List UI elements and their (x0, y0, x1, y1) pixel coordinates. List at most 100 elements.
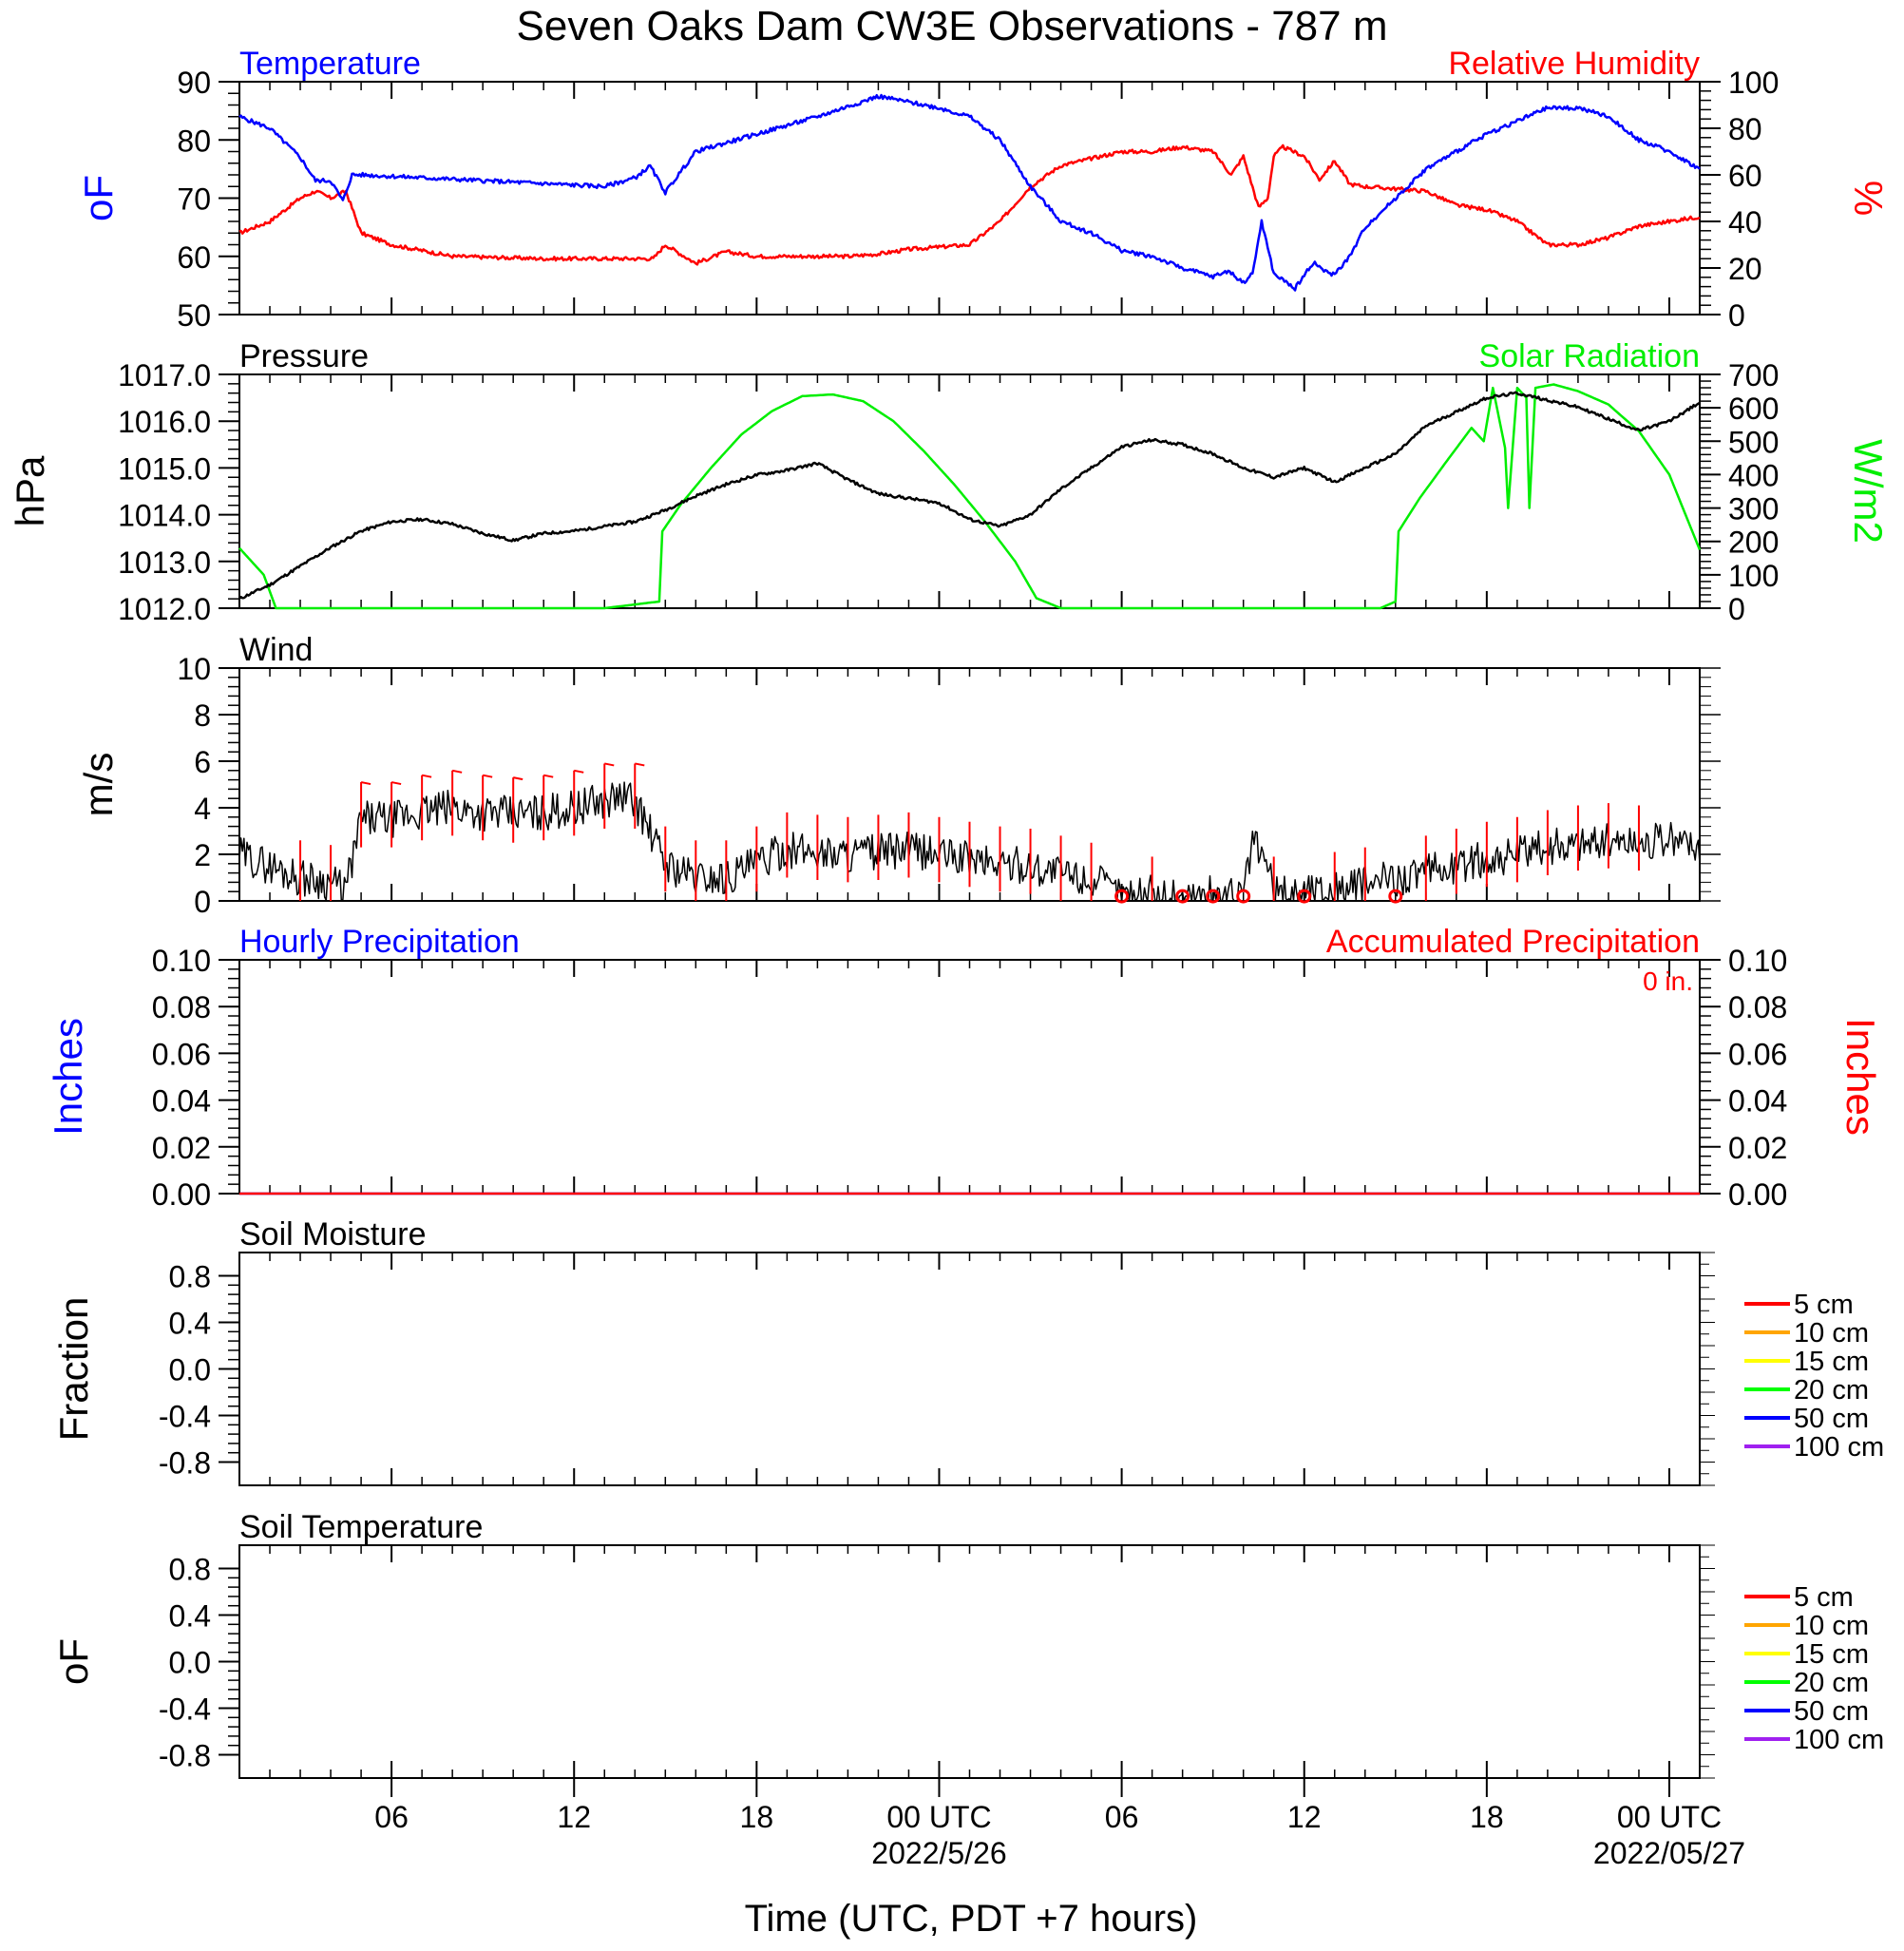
precip-accum-axis-tick-label: 0.06 (1728, 1037, 1787, 1071)
panel-temperature-humidity: 50 60 70 80 90 0 20 40 60 80 100 Temperature Relativ… (76, 46, 1891, 333)
humidity-axis-tick-label: 100 (1728, 66, 1779, 100)
x-tick-label: 18 (1470, 1800, 1504, 1834)
y-label-left: oF (76, 175, 121, 221)
y-label-left: Fraction (51, 1297, 96, 1442)
wind-axis-tick-label: 0 (194, 885, 211, 919)
precip-hourly-axis-tick-label: 0.04 (152, 1084, 211, 1119)
calm-wind-marker (1388, 889, 1403, 904)
precip-total-annotation: 0 in. (1643, 966, 1693, 996)
precip-accum-axis-tick-label: 0.00 (1728, 1177, 1787, 1212)
y-label-left: m/s (76, 753, 121, 817)
legend-label: 5 cm (1794, 1582, 1854, 1613)
panel-title-right: Relative Humidity (1448, 46, 1700, 82)
x-tick-label: 00 UTC (1617, 1800, 1722, 1834)
soil-axis-tick-label: -0.4 (159, 1693, 211, 1727)
solar-axis-tick-label: 400 (1728, 458, 1779, 492)
legend-label: 10 cm (1794, 1318, 1869, 1348)
panel-title-left: Pressure (239, 338, 369, 374)
precip-accum-axis-tick-label: 0.08 (1728, 990, 1787, 1024)
soil-axis-tick-label: -0.4 (159, 1400, 211, 1434)
wind-barb-flag (482, 774, 493, 778)
pressure-axis-tick-label: 1015.0 (118, 451, 211, 486)
solar-axis-tick-label: 200 (1728, 526, 1779, 560)
calm-wind-marker (1236, 889, 1251, 904)
wind-barb-flag (604, 762, 615, 767)
panel-title-right: Solar Radiation (1479, 338, 1700, 374)
x-date-label: 2022/05/27 (1593, 1836, 1745, 1870)
panel-soil-moisture: -0.8 -0.4 0.0 0.4 0.8 Soil Moisture Fraction 5 … (51, 1216, 1884, 1486)
soil-axis-tick-label: 0.8 (169, 1553, 211, 1587)
soil-axis-tick-label: -0.8 (159, 1739, 211, 1773)
wind-barb-flag (421, 774, 432, 778)
calm-wind-marker (1206, 889, 1221, 904)
solar-axis-tick-label: 700 (1728, 358, 1779, 392)
y-label-right: Inches (1838, 1018, 1883, 1136)
calm-wind-marker (1297, 889, 1312, 904)
x-tick-label: 12 (1287, 1800, 1322, 1834)
humidity-axis-tick-label: 0 (1728, 298, 1745, 333)
precip-hourly-axis-tick-label: 0.06 (152, 1037, 211, 1071)
x-tick-label: 12 (557, 1800, 591, 1834)
wind-barb-flag (512, 776, 524, 781)
legend-label: 10 cm (1794, 1611, 1869, 1641)
panel-pressure-solar: 1012.0 1013.0 1014.0 1015.0 1016.0 1017.0 0100… (8, 338, 1891, 626)
wind-axis-tick-label: 6 (194, 745, 211, 779)
panel-frame (238, 959, 1701, 1195)
legend-label: 50 cm (1794, 1404, 1869, 1434)
y-label-left: Inches (46, 1018, 90, 1136)
solar-axis-tick-label: 300 (1728, 492, 1779, 526)
wind-axis-tick-label: 2 (194, 838, 211, 872)
temperature-line (238, 93, 1701, 292)
figure-title: Seven Oaks Dam CW3E Observations - 787 m (517, 3, 1388, 49)
panel-title-left: Temperature (239, 46, 421, 82)
x-date-label: 2022/5/26 (871, 1836, 1006, 1870)
y-label-left: hPa (8, 455, 52, 526)
solar-axis-tick-label: 0 (1728, 592, 1745, 626)
pressure-axis-tick-label: 1016.0 (118, 405, 211, 439)
legend-label: 15 cm (1794, 1347, 1869, 1377)
panel-frame (238, 1544, 1701, 1779)
panel-wind: 0 2 4 6 8 10 Wind m/s (76, 632, 1721, 919)
calm-wind-marker (1175, 889, 1190, 904)
x-tick-label: 06 (374, 1800, 409, 1834)
soil-axis-tick-label: 0.4 (169, 1307, 211, 1341)
wind-barb-flag (543, 774, 554, 778)
solar-axis-tick-label: 500 (1728, 425, 1779, 459)
precip-hourly-axis-tick-label: 0.00 (152, 1177, 211, 1212)
wind-barb-flag (635, 762, 645, 767)
soil-axis-tick-label: 0.8 (169, 1260, 211, 1294)
humidity-axis-tick-label: 80 (1728, 112, 1762, 146)
precip-accum-axis-tick-label: 0.10 (1728, 944, 1787, 978)
calm-wind-marker (1114, 889, 1130, 904)
legend-label: 100 cm (1794, 1725, 1884, 1755)
soil-axis-tick-label: -0.8 (159, 1446, 211, 1481)
soil-axis-tick-label: 0.4 (169, 1599, 211, 1634)
humidity-axis-tick-label: 60 (1728, 159, 1762, 193)
temperature-axis-tick-label: 50 (177, 298, 211, 333)
wind-axis-tick-label: 8 (194, 698, 211, 733)
panel-title-left: Wind (239, 632, 313, 668)
x-tick-label: 00 UTC (886, 1800, 991, 1834)
wind-axis-tick-label: 4 (194, 792, 211, 826)
y-label-left: oF (51, 1638, 96, 1685)
y-label-right: W/m2 (1846, 439, 1891, 544)
pressure-axis-tick-label: 1013.0 (118, 545, 211, 580)
solar-axis-tick-label: 100 (1728, 559, 1779, 593)
x-tick-label: 06 (1105, 1800, 1139, 1834)
humidity-line (238, 143, 1701, 266)
x-axis-label: Time (UTC, PDT +7 hours) (745, 1898, 1198, 1940)
precip-hourly-axis-tick-label: 0.10 (152, 944, 211, 978)
temperature-axis-tick-label: 70 (177, 182, 211, 217)
wind-barb-flag (451, 769, 463, 774)
legend-label: 100 cm (1794, 1432, 1884, 1463)
pressure-axis-tick-label: 1017.0 (118, 358, 211, 392)
panel-title-right: Accumulated Precipitation (1326, 924, 1700, 960)
legend-label: 5 cm (1794, 1290, 1854, 1320)
wind-barb-flag (360, 781, 371, 786)
wind-axis-tick-label: 10 (177, 652, 211, 686)
solar-axis-tick-label: 600 (1728, 392, 1779, 426)
solar-line (238, 383, 1702, 610)
